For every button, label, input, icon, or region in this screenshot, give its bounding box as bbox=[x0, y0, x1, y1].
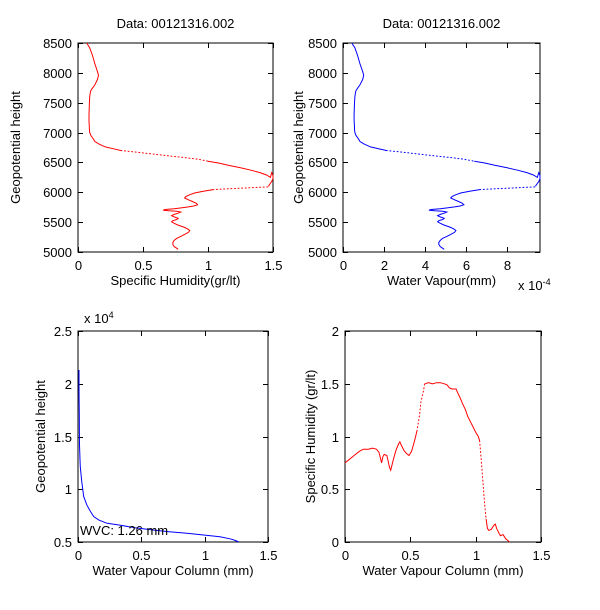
y-tick-label: 7000 bbox=[308, 126, 337, 141]
x-tick-label: 4 bbox=[422, 258, 429, 273]
y-tick-label: 1 bbox=[65, 482, 72, 497]
data-curve-solid bbox=[485, 518, 510, 543]
x-tick-label: 6 bbox=[463, 258, 470, 273]
y-tick-label: 7000 bbox=[43, 126, 72, 141]
y-tick-label: 5500 bbox=[308, 215, 337, 230]
y-tick-label: 6000 bbox=[43, 185, 72, 200]
data-curve-solid bbox=[344, 431, 418, 472]
y-tick-label: 2.5 bbox=[54, 324, 72, 339]
y-tick-label: 5000 bbox=[43, 245, 72, 260]
y-tick-label: 8500 bbox=[308, 36, 337, 51]
y-tick-label: 5000 bbox=[308, 245, 337, 260]
x-tick-label: 1 bbox=[202, 548, 209, 563]
x-tick-label: 0 bbox=[75, 258, 82, 273]
data-curve-solid bbox=[474, 160, 541, 187]
y-axis-label: Geopotential height bbox=[8, 91, 23, 204]
x-tick-label: 1.5 bbox=[259, 548, 277, 563]
x-tick-label: 0 bbox=[340, 258, 347, 273]
y-tick-label: 0 bbox=[332, 535, 339, 550]
y-tick-label: 2 bbox=[65, 377, 72, 392]
y-tick-label: 1.5 bbox=[321, 377, 339, 392]
data-curve-solid bbox=[86, 42, 122, 151]
data-curve-dotted bbox=[385, 150, 475, 162]
axes-box bbox=[342, 42, 541, 253]
y-tick-label: 8000 bbox=[308, 66, 337, 81]
plot-title: Data: 00121316.002 bbox=[117, 16, 235, 31]
y-tick-label: 7500 bbox=[308, 96, 337, 111]
y-tick-label: 8000 bbox=[43, 66, 72, 81]
data-curve-solid bbox=[351, 42, 387, 151]
subplot-top-right: 0 2 4 6 8 5000 5500 6000 6500 7000 7500 8000 8500 Dat… bbox=[291, 16, 551, 293]
data-curve-solid bbox=[428, 189, 480, 250]
x-axis-label: Water Vapour Column (mm) bbox=[362, 563, 523, 578]
y-tick-label: 6500 bbox=[43, 155, 72, 170]
y-tick-label: 0.5 bbox=[54, 535, 72, 550]
y-axis-label: Specific Humidity (gr/lt) bbox=[303, 370, 318, 504]
x-axis-label: Water Vapour(mm) bbox=[387, 273, 496, 288]
x-tick-label: 0.5 bbox=[134, 258, 152, 273]
x-tick-label: 0 bbox=[75, 548, 82, 563]
y-tick-label: 1 bbox=[332, 430, 339, 445]
data-curve-dotted bbox=[212, 186, 269, 191]
y-tick-label: 6000 bbox=[308, 185, 337, 200]
y-tick-label: 7500 bbox=[43, 96, 72, 111]
axes-box bbox=[344, 330, 542, 543]
data-curve-dotted bbox=[416, 383, 426, 432]
x-tick-label: 1 bbox=[205, 258, 212, 273]
annotation-wvc: WVC: 1.26 mm bbox=[80, 523, 168, 538]
y-tick-label: 2 bbox=[332, 324, 339, 339]
axes-box bbox=[77, 42, 274, 253]
x-tick-label: 1.5 bbox=[264, 258, 282, 273]
data-curve-solid bbox=[163, 189, 214, 250]
axes-box bbox=[77, 330, 269, 543]
y-tick-label: 1.5 bbox=[54, 430, 72, 445]
data-curve-dotted bbox=[479, 186, 536, 191]
subplot-top-left: 0 0.5 1 1.5 5000 5500 6000 6500 7000 7500 8000 8500… bbox=[8, 16, 283, 288]
x-tick-label: 2 bbox=[381, 258, 388, 273]
subplot-bottom-right: 0 0.5 1 1.5 0 0.5 1 1.5 2 Water Vapour Column (mm… bbox=[303, 324, 551, 578]
x-tick-label: 1.5 bbox=[532, 548, 550, 563]
data-curve-dotted bbox=[479, 440, 487, 520]
x-axis-label: Specific Humidity(gr/lt) bbox=[110, 273, 240, 288]
y-tick-label: 0.5 bbox=[321, 482, 339, 497]
data-curve-solid bbox=[78, 370, 240, 543]
y-axis-exponent: x 104 bbox=[84, 310, 114, 326]
y-tick-label: 5500 bbox=[43, 215, 72, 230]
data-curve-solid bbox=[424, 382, 481, 441]
y-tick-label: 8500 bbox=[43, 36, 72, 51]
x-tick-label: 0.5 bbox=[132, 548, 150, 563]
x-tick-label: 1 bbox=[473, 548, 480, 563]
y-axis-label: Geopotential height bbox=[291, 91, 306, 204]
x-tick-label: 0 bbox=[342, 548, 349, 563]
x-tick-label: 0.5 bbox=[401, 548, 419, 563]
x-axis-exponent: x 10-4 bbox=[518, 277, 551, 293]
data-curve-solid bbox=[207, 160, 274, 187]
x-tick-label: 8 bbox=[504, 258, 511, 273]
x-axis-label: Water Vapour Column (mm) bbox=[92, 563, 253, 578]
plot-title: Data: 00121316.002 bbox=[383, 16, 501, 31]
y-tick-label: 6500 bbox=[308, 155, 337, 170]
y-axis-label: Geopotential height bbox=[33, 380, 48, 493]
data-curve-dotted bbox=[120, 150, 209, 162]
